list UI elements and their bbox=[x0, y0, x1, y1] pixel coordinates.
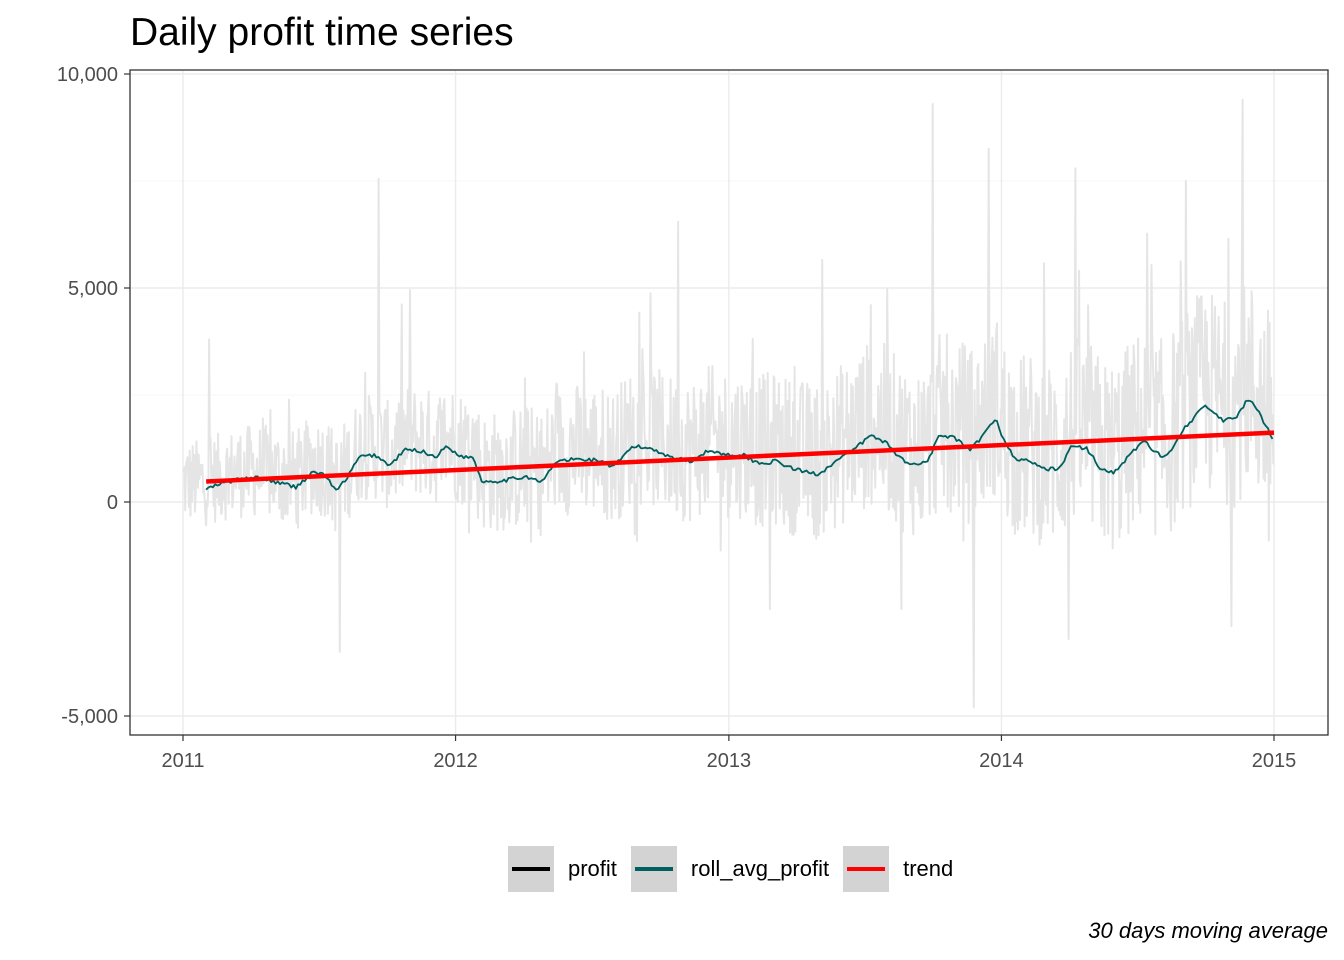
legend-swatch-roll-avg-profit bbox=[634, 867, 673, 871]
chart-title: Daily profit time series bbox=[130, 11, 514, 54]
trend-line bbox=[206, 430, 1275, 484]
x-tick-label: 2013 bbox=[707, 750, 752, 772]
legend-key-roll-avg-profit bbox=[630, 846, 677, 892]
legend-label-profit: profit bbox=[568, 856, 617, 881]
axes: -5,000 0 5,000 10,000 2011 2012 2013 2014 2015 bbox=[57, 64, 1296, 772]
x-tick-label: 2011 bbox=[161, 750, 204, 772]
y-tick-label: -5,000 bbox=[61, 706, 118, 728]
x-tick-label: 2012 bbox=[433, 750, 478, 772]
x-tick-label: 2014 bbox=[979, 750, 1024, 772]
profit-series bbox=[182, 98, 1275, 709]
legend-item-roll-avg-profit: roll_avg_profit bbox=[630, 846, 830, 892]
legend-label-roll-avg-profit: roll_avg_profit bbox=[690, 856, 830, 881]
legend-item-profit: profit bbox=[508, 846, 617, 892]
legend-key-profit bbox=[508, 846, 554, 892]
legend: profit roll_avg_profit trend bbox=[508, 846, 967, 892]
legend-label-trend: trend bbox=[903, 856, 954, 881]
legend-key-trend bbox=[843, 846, 890, 892]
legend-swatch-trend bbox=[847, 867, 886, 871]
legend-item-trend: trend bbox=[843, 846, 953, 892]
y-tick-label: 0 bbox=[107, 492, 118, 514]
chart-caption: 30 days moving average bbox=[1088, 918, 1328, 943]
y-tick-label: 5,000 bbox=[68, 278, 118, 300]
x-tick-label: 2015 bbox=[1252, 750, 1297, 772]
y-tick-label: 10,000 bbox=[57, 64, 118, 86]
trend-series bbox=[206, 430, 1275, 484]
profit-line bbox=[182, 98, 1275, 709]
legend-swatch-profit bbox=[512, 867, 550, 871]
